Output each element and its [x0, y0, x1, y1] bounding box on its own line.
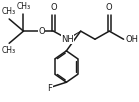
- Text: O: O: [38, 27, 45, 36]
- Text: CH₃: CH₃: [16, 2, 31, 11]
- Text: CH₃: CH₃: [1, 46, 16, 55]
- Text: OH: OH: [125, 35, 138, 44]
- Text: CH₃: CH₃: [1, 7, 16, 16]
- Text: O: O: [50, 3, 57, 12]
- Text: F: F: [47, 84, 52, 93]
- Text: NH: NH: [61, 35, 74, 44]
- Polygon shape: [70, 31, 81, 39]
- Text: O: O: [106, 3, 113, 12]
